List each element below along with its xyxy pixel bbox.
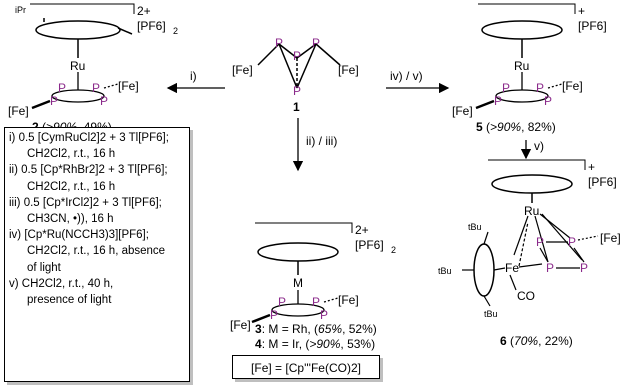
tbu-label: tBu xyxy=(468,222,482,232)
reaction-conditions-box: i) 0.5 [CymRuCl2]2 + 3 Tl[PF6]; CH2Cl2, r… xyxy=(4,127,190,382)
arrow-label: ii) / iii) xyxy=(306,134,337,148)
carbonyl-label: CO xyxy=(517,289,535,303)
fe-fragment: [Fe] xyxy=(230,318,251,332)
condition-line: iv) [Cp*Ru(NCCH3)3][PF6]; xyxy=(9,229,149,242)
metal-label: Ru xyxy=(514,59,529,73)
metal-label: M xyxy=(293,276,303,290)
condition-line: i) 0.5 [CymRuCl2]2 + 3 Tl[PF6]; xyxy=(9,132,169,144)
condition-line: ii) 0.5 [Cp*RhBr2]2 + 3 Tl[PF6]; xyxy=(9,164,168,177)
counterion-subscript: 2 xyxy=(391,245,396,255)
fe-fragment: [Fe] xyxy=(232,63,253,77)
condition-line: v) CH2Cl2, r.t., 40 h, xyxy=(9,277,114,290)
compound-5-structure: Ru + [PF6] P P P P [Fe] [Fe] 5 (>90%, 82… xyxy=(452,3,607,134)
condition-line: of light xyxy=(27,261,61,274)
bracket xyxy=(488,159,586,170)
p-atom: P xyxy=(536,81,544,95)
bracket xyxy=(478,3,576,14)
p-atom: P xyxy=(100,94,108,108)
bracket xyxy=(30,3,135,14)
counterion-label: [PF6] xyxy=(588,175,617,189)
arrow-label: v) xyxy=(534,139,544,153)
condition-line: presence of light xyxy=(27,294,112,307)
reaction-arrows: i) ii) / iii) iv) / v) v) xyxy=(166,69,544,172)
metal-label: Ru xyxy=(524,204,539,218)
condition-line: CH2Cl2, r.t., 16 h, absence xyxy=(27,245,166,258)
fe-definition-box: [Fe] = [Cp'''Fe(CO)2] xyxy=(232,355,380,379)
fe-definition: [Fe] = [Cp'''Fe(CO)2] xyxy=(251,361,361,375)
fe-fragment: [Fe] xyxy=(8,104,29,118)
compound-3-label: 3: M = Rh, (65%, 52%) xyxy=(255,322,377,336)
fe-fragment: [Fe] xyxy=(452,104,473,118)
p-atom: P xyxy=(270,308,278,322)
fe-fragment: [Fe] xyxy=(118,79,139,93)
p-atom: P xyxy=(50,94,58,108)
charge-label: 2+ xyxy=(137,4,151,18)
charge-label: + xyxy=(578,4,585,18)
p-atom: P xyxy=(278,295,286,309)
counterion-label: [PF6] xyxy=(137,19,166,33)
p-atom: P xyxy=(568,235,576,249)
counterion-label: [PF6] xyxy=(355,238,384,252)
p-atom: P xyxy=(320,308,328,322)
condition-line: CH3CN, •)), 16 h xyxy=(27,213,114,226)
arrow-label: i) xyxy=(190,69,197,83)
charge-label: + xyxy=(588,160,595,174)
compound-2-structure: iPr Ru 2+ [PF6] 2 P P P P [Fe] [Fe] 2 (>… xyxy=(8,3,178,134)
compound-6-structure: Ru + [PF6] P P P P [Fe] Fe CO tBu tBu tB… xyxy=(438,159,621,348)
p-atom: P xyxy=(544,94,552,108)
counterion-subscript: 2 xyxy=(173,26,178,36)
metal-label: Ru xyxy=(70,59,85,73)
p-atom: P xyxy=(580,261,588,275)
condition-line: CH2Cl2, r.t., 16 h xyxy=(27,148,116,161)
compound-1-structure: P P P P [Fe] [Fe] 1 xyxy=(232,36,359,114)
p-atom: P xyxy=(293,84,301,98)
condition-line: CH2Cl2, r.t., 16 h xyxy=(27,180,116,193)
tbu-label: tBu xyxy=(438,266,452,276)
compound-3-4-structure: M 2+ [PF6] 2 P P P P [Fe] [Fe] 3: M = Rh… xyxy=(230,222,396,351)
counterion-label: [PF6] xyxy=(578,19,607,33)
fe-fragment: [Fe] xyxy=(338,293,359,307)
p-atom: P xyxy=(546,261,554,275)
compound-number: 1 xyxy=(293,100,300,114)
p-atom: P xyxy=(275,36,283,50)
p-atom: P xyxy=(312,36,320,50)
p-atom: P xyxy=(494,94,502,108)
compound-6-label: 6 (70%, 22%) xyxy=(500,334,573,348)
fe-fragment: [Fe] xyxy=(562,79,583,93)
condition-line: iii) 0.5 [Cp*IrCl2]2 + 3 Tl[PF6]; xyxy=(9,196,162,209)
isopropyl-label: iPr xyxy=(15,5,26,15)
fe-fragment: [Fe] xyxy=(600,231,621,245)
compound-4-label: 4: M = Ir, (>90%, 53%) xyxy=(255,337,375,351)
compound-5-label: 5 (>90%, 82%) xyxy=(476,120,556,134)
p-atom: P xyxy=(502,81,510,95)
p-atom: P xyxy=(536,235,544,249)
p-atom: P xyxy=(92,81,100,95)
tbu-label: tBu xyxy=(484,309,498,319)
charge-label: 2+ xyxy=(355,223,369,237)
fe-fragment: [Fe] xyxy=(338,63,359,77)
p-atom: P xyxy=(312,295,320,309)
metal-label: Fe xyxy=(505,261,519,275)
p-atom: P xyxy=(58,81,66,95)
p-atom: P xyxy=(293,49,301,63)
bracket xyxy=(255,222,353,233)
arrow-label: iv) / v) xyxy=(390,69,423,83)
